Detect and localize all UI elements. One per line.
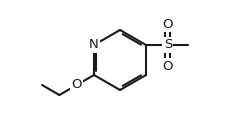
Text: S: S [164,39,172,51]
Text: N: N [89,39,99,51]
Text: O: O [72,79,82,91]
Text: O: O [163,18,173,30]
Text: O: O [163,60,173,72]
